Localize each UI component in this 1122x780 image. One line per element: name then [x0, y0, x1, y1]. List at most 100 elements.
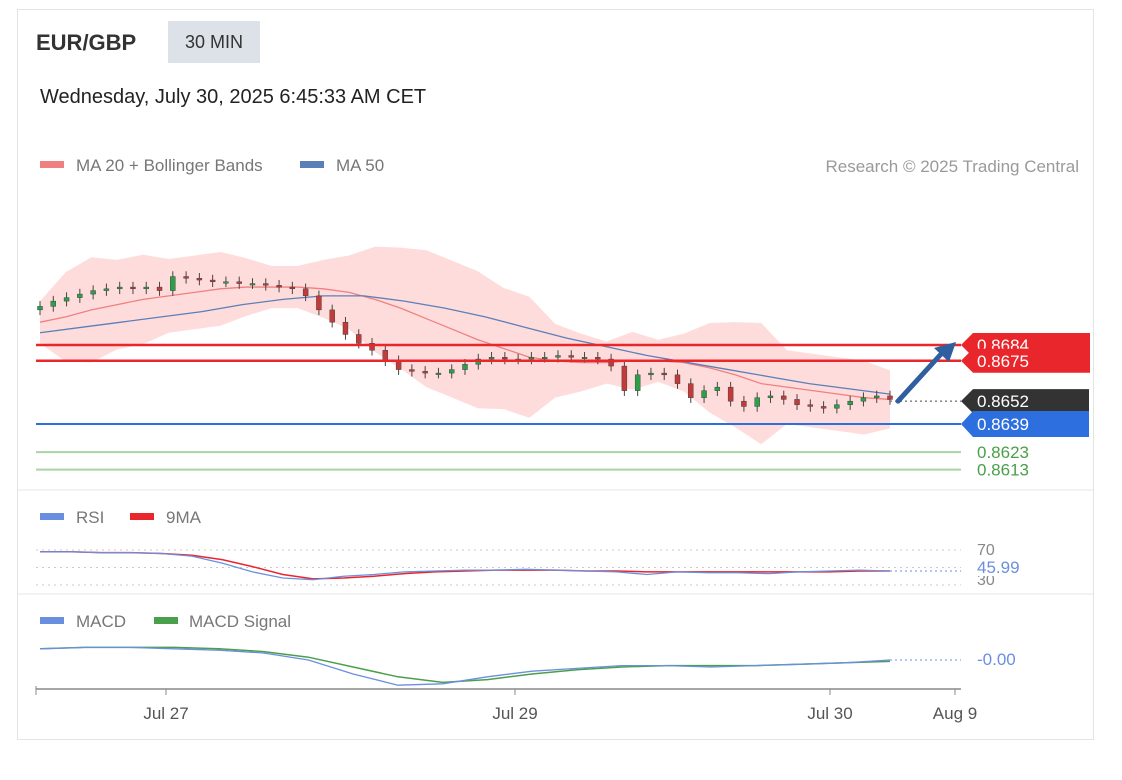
candle-body [502, 357, 508, 360]
candle-body [874, 395, 880, 398]
candle-body [727, 386, 734, 402]
rsi-ma-legend-label: 9MA [166, 508, 202, 527]
candle-body [488, 357, 495, 360]
candle-body [316, 295, 322, 311]
target-price-label: 0.8613 [977, 461, 1029, 480]
candle-body [754, 397, 760, 407]
candle-body [462, 364, 468, 370]
candle [130, 281, 136, 295]
candle [103, 283, 110, 296]
candle-body [196, 278, 203, 281]
candle [435, 367, 442, 379]
resistance-price-tag [961, 348, 1090, 373]
candle [196, 273, 203, 286]
candle-body [116, 286, 123, 290]
candle [156, 281, 163, 296]
candle-body [156, 286, 163, 291]
rsi-line [40, 551, 891, 581]
candle [688, 378, 694, 403]
candle [727, 381, 734, 407]
candle-body [382, 350, 389, 361]
candle-body [356, 334, 362, 344]
candle-body [289, 286, 296, 290]
rsi-ma-line [40, 551, 890, 580]
candle-body [209, 279, 216, 282]
rsi-legend-label: RSI [76, 508, 104, 527]
candle [714, 381, 721, 396]
macd-legend-label: MACD [76, 612, 126, 631]
candle-body [50, 300, 56, 307]
candle [528, 352, 535, 365]
ma50-legend-swatch [300, 161, 324, 168]
resistance-price-label: 0.8675 [977, 352, 1029, 371]
candle-body [63, 297, 70, 302]
candle-body [541, 357, 548, 359]
time-axis-label: Jul 29 [492, 704, 537, 723]
candle-body [37, 306, 43, 311]
candle-body [860, 397, 867, 402]
candle [249, 278, 256, 289]
candle [37, 301, 43, 316]
symbol-title: EUR/GBP [36, 30, 137, 55]
candle-body [422, 371, 428, 374]
candle-body [701, 390, 707, 398]
candle-body [449, 369, 455, 374]
macd-signal-legend-swatch [154, 617, 178, 624]
candle [422, 366, 428, 379]
ma20-legend-label: MA 20 + Bollinger Bands [76, 156, 263, 175]
rsi-30-label: 30 [977, 572, 995, 589]
candle-body [342, 321, 349, 335]
candle-body [528, 357, 535, 360]
last-price-label: 0.8652 [977, 392, 1029, 411]
timeframe-button[interactable]: 30 MIN [168, 21, 260, 63]
candle-body [249, 283, 256, 286]
candle [648, 367, 654, 381]
ma50-legend-label: MA 50 [336, 156, 384, 175]
candle-body [77, 293, 83, 298]
candle [302, 283, 309, 302]
candle-body [741, 400, 747, 407]
ma50-line [39, 295, 891, 395]
candle [701, 385, 707, 403]
candle [170, 271, 176, 296]
candle [236, 276, 242, 289]
candle [887, 390, 893, 405]
time-axis-label: Aug 9 [933, 704, 977, 723]
candle-body [409, 369, 415, 372]
candle [794, 394, 800, 410]
candle [754, 392, 760, 412]
candle-body [103, 288, 110, 291]
macd-value-label: -0.00 [977, 650, 1016, 669]
candle [595, 352, 601, 365]
candle-body [435, 372, 442, 375]
candle-body [170, 276, 176, 291]
candle-body [581, 357, 588, 359]
candle [502, 352, 508, 365]
support-price-label: 0.8639 [977, 415, 1029, 434]
candle [63, 292, 70, 307]
candle [781, 390, 787, 405]
candle-body [236, 281, 242, 284]
forecast-arrow-shaft [895, 350, 945, 404]
candle [860, 392, 867, 407]
candle [143, 281, 149, 295]
candle [342, 316, 349, 340]
candle-body [648, 372, 654, 376]
candle [807, 399, 814, 412]
candle-body [130, 286, 136, 290]
candle [834, 399, 840, 414]
candle-body [714, 386, 721, 391]
candle [329, 304, 335, 328]
candle-body [781, 395, 787, 400]
candle [449, 364, 455, 379]
candle [369, 337, 375, 356]
candle [741, 395, 747, 412]
last-price-tag [961, 389, 1089, 414]
candle-body [847, 400, 853, 405]
macd-line [39, 646, 891, 686]
support-price-tag [961, 411, 1089, 437]
candle-body [834, 404, 840, 409]
chart-datetime: Wednesday, July 30, 2025 6:45:33 AM CET [40, 86, 427, 108]
target-price-label: 0.8623 [977, 443, 1029, 462]
